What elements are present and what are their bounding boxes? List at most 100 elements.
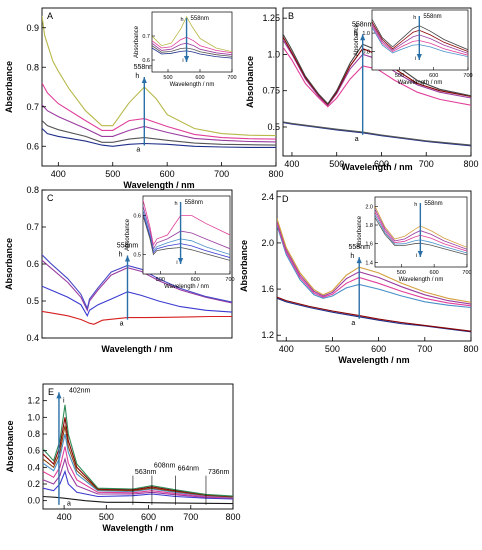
- y-tick-label: 0.0: [27, 496, 40, 506]
- inset-x-tick-label: 500: [397, 270, 406, 276]
- series-line-3: [283, 46, 471, 108]
- inset-series-line-1: [372, 19, 468, 51]
- y-tick-label: 1.0: [267, 49, 280, 59]
- inset-series-line-1: [375, 206, 467, 248]
- inset-series-line-4: [375, 214, 467, 254]
- inset-y-axis-title: Absorbance: [357, 215, 363, 248]
- panel-E: 0.0 0.2 0.4 0.6 0.8 1.0 1.2 400 500 600 700 800 Wave…: [5, 383, 241, 533]
- peak-wavelength-label: 558nm: [134, 64, 156, 71]
- plot-frame: [282, 7, 472, 157]
- inset-peak-wavelength-label: 558nm: [423, 14, 441, 20]
- series-line-5: [283, 36, 471, 106]
- inset-x-tick-label: 600: [195, 75, 204, 81]
- panel-label: D: [282, 194, 289, 204]
- trend-bottom-label: a: [67, 501, 71, 508]
- panel-C: 0.4 0.5 0.6 0.7 0.8 Wavelength / nm Absorbance…: [4, 185, 235, 354]
- trend-bottom-label: a: [120, 321, 124, 328]
- inset-trend-arrow: [183, 18, 190, 62]
- y-tick-label: 0.2: [27, 479, 40, 489]
- series-line-3: [42, 259, 232, 312]
- panel-label: E: [48, 387, 54, 397]
- inset-series-line-5: [372, 27, 468, 57]
- peak-label: 608nm: [154, 462, 176, 469]
- inset-y-tick-label: 0.6: [142, 58, 150, 64]
- y-tick-label: 0.6: [26, 141, 39, 151]
- series-line-2: [42, 285, 232, 318]
- series-line-1: [42, 128, 276, 148]
- inset-x-tick-label: 700: [227, 75, 236, 81]
- inset-series-line-3: [375, 211, 467, 252]
- series-line-6: [283, 33, 471, 105]
- inset-frame: [142, 195, 231, 275]
- y-tick-label: 2.0: [261, 238, 274, 248]
- inset-series-line-3: [372, 23, 468, 54]
- trend-top-label: h: [350, 253, 354, 260]
- y-tick-label: 1.2: [27, 396, 40, 406]
- x-axis-title: Wavelength / nm: [338, 355, 409, 365]
- series-line-4: [42, 82, 276, 140]
- x-axis-title: Wavelength / nm: [341, 162, 412, 172]
- inset-chart: 0.5 0.6 500 600 700 Wavelength / nm Absorbance…: [125, 195, 235, 290]
- series-line-5: [42, 15, 276, 137]
- series-line-6: [277, 218, 471, 303]
- series-line-4: [277, 223, 471, 307]
- trend-top-label: h: [354, 30, 358, 37]
- x-tick-label: 700: [417, 344, 432, 354]
- y-tick-label: 0.6: [26, 259, 39, 269]
- series-line-2: [42, 120, 276, 146]
- y-tick-label: 0.5: [267, 122, 280, 132]
- inset-series-line-5: [375, 217, 467, 256]
- trend-bottom-label: a: [351, 320, 355, 327]
- y-axis-title: Absorbance: [4, 238, 14, 290]
- trend-arrow-head: [124, 255, 131, 262]
- series-group: [277, 218, 471, 333]
- inset-x-axis-title: Wavelength / nm: [399, 277, 444, 283]
- y-tick-label: 0.8: [26, 62, 39, 72]
- x-tick-label: 500: [325, 344, 340, 354]
- peak-label: 664nm: [178, 466, 200, 473]
- x-axis-title: Wavelength / nm: [101, 344, 172, 354]
- y-tick-label: 0.4: [27, 462, 40, 472]
- y-tick-label: 0.4: [26, 333, 39, 343]
- trend-top-label: h: [135, 73, 139, 80]
- inset-trend-bottom-label: i: [182, 58, 183, 64]
- inset-series-group: [375, 206, 467, 256]
- y-tick-label: 1.0: [27, 412, 40, 422]
- x-tick-label: 800: [225, 512, 240, 522]
- inset-y-tick-label: 0.6: [133, 214, 141, 220]
- series-line-1: [283, 122, 471, 147]
- plot-frame: [276, 190, 472, 342]
- y-axis-title: Absorbance: [5, 420, 15, 472]
- series-group: [42, 254, 232, 325]
- series-line-1: [277, 297, 471, 333]
- panel-label: A: [47, 11, 53, 21]
- x-tick-label: 800: [268, 169, 283, 179]
- plot-frame: [41, 7, 277, 167]
- inset-series-line-1: [152, 15, 232, 52]
- inset-series-line-4: [372, 25, 468, 56]
- inset-x-tick-label: 600: [430, 270, 439, 276]
- series-line-3: [277, 225, 471, 309]
- inset-y-tick-label: 0.5: [133, 253, 141, 259]
- inset-x-axis-title: Wavelength / nm: [164, 284, 209, 290]
- inset-y-axis-title: Absorbance: [134, 25, 140, 58]
- plot-frame: [42, 383, 234, 510]
- peak-wavelength-label: 558nm: [117, 242, 139, 249]
- x-tick-label: 500: [99, 512, 114, 522]
- panel-label: B: [288, 11, 294, 21]
- y-tick-label: 0.7: [26, 102, 39, 112]
- y-tick-label: 0.75: [262, 86, 280, 96]
- trend-arrow-head: [356, 257, 362, 264]
- trend-arrow-head: [360, 34, 366, 41]
- y-tick-label: 0.5: [26, 296, 39, 306]
- trend-arrow: [56, 392, 62, 505]
- x-axis-title: Wavelength / nm: [102, 523, 173, 533]
- inset-x-axis-title: Wavelength / nm: [398, 80, 443, 86]
- inset-trend-top-label: h: [413, 15, 416, 21]
- peak-label: 402nm: [69, 387, 91, 394]
- x-tick-label: 500: [105, 169, 120, 179]
- inset-series-line-2: [375, 208, 467, 250]
- peak-label: 736nm: [208, 469, 230, 476]
- x-tick-label: 400: [284, 159, 299, 169]
- trend-top-label: i: [63, 397, 65, 404]
